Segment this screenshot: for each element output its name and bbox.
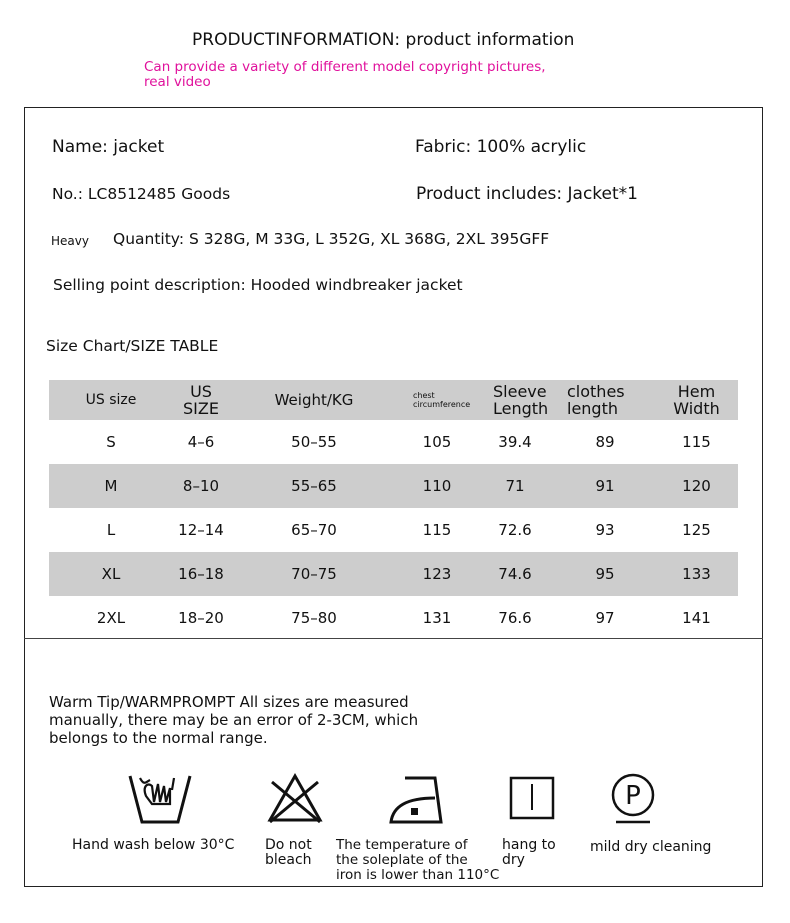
cell: 125 [682, 521, 711, 539]
promo-note: Can provide a variety of different model… [144, 60, 546, 90]
cell: XL [49, 552, 173, 596]
dry-clean-p-icon: P [611, 773, 655, 824]
cell: 65–70 [291, 521, 337, 539]
cell: 115 [682, 433, 711, 451]
cell: 115 [422, 521, 452, 539]
size-table: US size US SIZE Weight/KG chest circumfe… [49, 380, 738, 640]
cell: 4–6 [187, 433, 215, 451]
quantity: Quantity: S 328G, M 33G, L 352G, XL 368G… [113, 230, 550, 248]
selling-point: Selling point description: Hooded windbr… [53, 276, 463, 294]
table-row: M 8–10 55–65 110 71 91 120 [49, 464, 738, 508]
care-label-hand-wash: Hand wash below 30°C [72, 837, 235, 853]
table-row: XL 16–18 70–75 123 74.6 95 133 [49, 552, 738, 596]
cell: 91 [555, 464, 655, 508]
care-label-dry-clean: mild dry cleaning [590, 839, 712, 855]
col-clothes-length: clothes length [555, 380, 655, 420]
cell: 8–10 [173, 464, 229, 508]
cell: 12–14 [178, 521, 224, 539]
col-hem: Hem Width [655, 380, 738, 420]
product-name: Name: jacket [52, 137, 165, 157]
cell: 131 [422, 609, 452, 627]
cell: 93 [595, 521, 615, 539]
cell: 120 [655, 464, 738, 508]
svg-text:P: P [625, 781, 641, 811]
cell: 105 [422, 433, 452, 451]
cell: 72.6 [498, 521, 532, 539]
table-row: S 4–6 50–55 105 39.4 89 115 [49, 420, 738, 464]
col-chest-label: chest circumference [413, 391, 471, 409]
cell: L [106, 521, 116, 539]
cell: 133 [655, 552, 738, 596]
cell: 74.6 [475, 552, 555, 596]
hand-wash-icon [128, 775, 192, 824]
cell: 71 [475, 464, 555, 508]
info-box [24, 107, 763, 887]
cell: 16–18 [173, 552, 229, 596]
cell: 2XL [96, 609, 126, 627]
cell: 95 [555, 552, 655, 596]
size-chart-title: Size Chart/SIZE TABLE [46, 337, 219, 355]
col-weight: Weight/KG [229, 380, 399, 420]
care-label-iron: The temperature of the soleplate of the … [336, 837, 500, 883]
col-chest: chest circumference [399, 380, 475, 420]
promo-line-1: Can provide a variety of different model… [144, 59, 546, 75]
page-title: PRODUCTINFORMATION: product information [192, 30, 575, 50]
product-includes: Product includes: Jacket*1 [416, 184, 638, 204]
cell: 18–20 [178, 609, 224, 627]
fabric: Fabric: 100% acrylic [415, 137, 587, 157]
care-label-no-bleach: Do not bleach [265, 837, 312, 868]
cell: 50–55 [291, 433, 337, 451]
care-label-hang-dry: hang to dry [502, 837, 556, 868]
table-row: L 12–14 65–70 115 72.6 93 125 [49, 508, 738, 552]
cell: 89 [595, 433, 615, 451]
warm-tip: Warm Tip/WARMPROMPT All sizes are measur… [49, 693, 419, 747]
divider [24, 638, 763, 639]
cell: 75–80 [291, 609, 337, 627]
cell: 70–75 [229, 552, 399, 596]
cell: 76.6 [498, 609, 532, 627]
col-sleeve: Sleeve Length [475, 380, 555, 420]
cell: 123 [399, 552, 475, 596]
no-bleach-icon [267, 772, 323, 824]
promo-line-2: real video [144, 74, 211, 90]
cell: S [106, 433, 116, 451]
table-row: 2XL 18–20 75–80 131 76.6 97 141 [49, 596, 738, 640]
col-us-size-range: US SIZE [173, 380, 229, 420]
cell: 39.4 [498, 433, 532, 451]
heavy-label: Heavy [51, 234, 89, 248]
col-us-size: US size [49, 380, 173, 420]
table-header: US size US SIZE Weight/KG chest circumfe… [49, 380, 738, 420]
cell: 97 [595, 609, 615, 627]
cell: 141 [682, 609, 711, 627]
cell: 110 [399, 464, 475, 508]
cell: 55–65 [229, 464, 399, 508]
product-number: No.: LC8512485 Goods [52, 185, 231, 203]
cell: M [49, 464, 173, 508]
hang-dry-icon [509, 776, 555, 820]
iron-low-icon [389, 776, 443, 824]
